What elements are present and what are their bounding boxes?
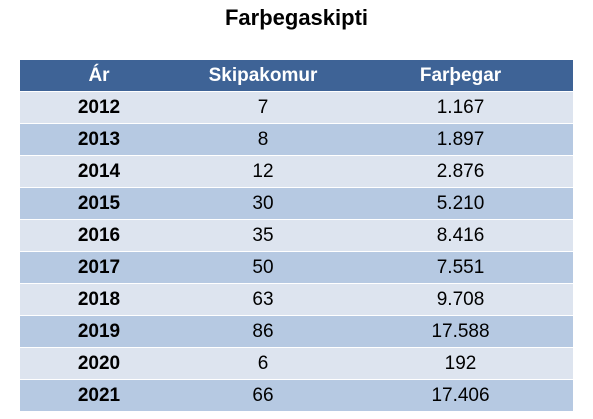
column-header-passengers: Farþegar	[419, 64, 502, 86]
cell-arrivals: 35	[252, 224, 274, 246]
cell-arrivals: 63	[252, 288, 274, 310]
table-row: 2021 66 17.406	[20, 380, 573, 412]
cell-arrivals: 6	[257, 352, 269, 374]
cell-year: 2018	[77, 288, 121, 310]
cell-passengers: 1.897	[436, 128, 485, 150]
table-row: 2020 6 192	[20, 348, 573, 380]
cell-passengers: 17.406	[431, 384, 490, 406]
cell-arrivals: 30	[252, 192, 274, 214]
cell-arrivals: 66	[252, 384, 274, 406]
data-table: Ár Skipakomur Farþegar 2012 7 1.167 2013 8 1.…	[20, 60, 573, 412]
table-row: 2018 63 9.708	[20, 284, 573, 316]
cell-arrivals: 8	[257, 128, 269, 150]
cell-year: 2019	[77, 320, 121, 342]
table-row: 2019 86 17.588	[20, 316, 573, 348]
cell-year: 2012	[77, 96, 121, 118]
cell-passengers: 192	[444, 352, 477, 374]
column-header-year: Ár	[88, 64, 110, 86]
cell-passengers: 5.210	[436, 192, 485, 214]
cell-passengers: 7.551	[436, 256, 485, 278]
table-row: 2012 7 1.167	[20, 92, 573, 124]
cell-year: 2016	[77, 224, 121, 246]
cell-passengers: 17.588	[431, 320, 490, 342]
cell-year: 2021	[77, 384, 121, 406]
cell-year: 2020	[77, 352, 121, 374]
table-header-row: Ár Skipakomur Farþegar	[20, 60, 573, 92]
table-title: Farþegaskipti	[224, 5, 369, 30]
cell-year: 2013	[77, 128, 121, 150]
cell-year: 2014	[77, 160, 121, 182]
table-row: 2013 8 1.897	[20, 124, 573, 156]
cell-passengers: 8.416	[436, 224, 485, 246]
column-header-arrivals: Skipakomur	[208, 64, 318, 86]
cell-arrivals: 50	[252, 256, 274, 278]
cell-arrivals: 12	[252, 160, 274, 182]
table-row: 2015 30 5.210	[20, 188, 573, 220]
cell-arrivals: 7	[257, 96, 269, 118]
cell-arrivals: 86	[252, 320, 274, 342]
cell-passengers: 2.876	[436, 160, 485, 182]
cell-year: 2017	[77, 256, 121, 278]
table-row: 2016 35 8.416	[20, 220, 573, 252]
table-row: 2014 12 2.876	[20, 156, 573, 188]
table-body: 2012 7 1.167 2013 8 1.897 2014 12 2.876 2015 30 5.2…	[20, 92, 573, 412]
cell-passengers: 9.708	[436, 288, 485, 310]
cell-year: 2015	[77, 192, 121, 214]
cell-passengers: 1.167	[436, 96, 485, 118]
table-row: 2017 50 7.551	[20, 252, 573, 284]
